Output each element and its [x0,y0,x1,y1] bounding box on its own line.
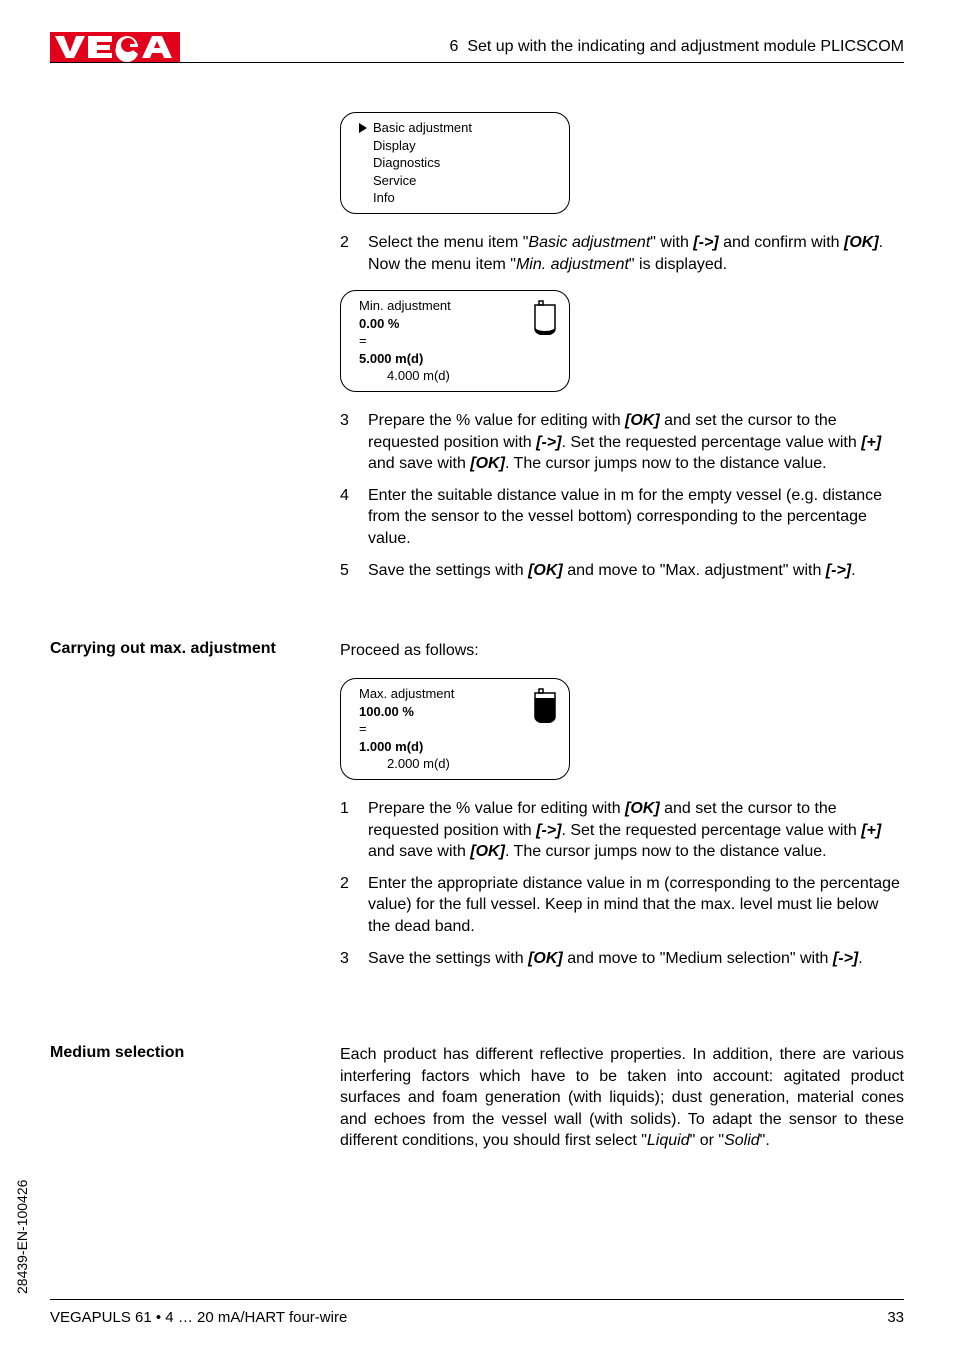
lcd-val-bold: 1.000 m(d) [359,738,555,756]
step-item: 3Save the settings with [OK] and move to… [340,948,904,970]
lcd-val-plain: 4.000 m(d) [359,367,555,385]
step-num: 5 [340,560,368,582]
label-max-adjustment: Carrying out max. adjustment [50,640,310,658]
lcd-menu-item: Display [359,137,555,155]
step-num: 2 [340,873,368,938]
medium-paragraph: Each product has different reflective pr… [340,1044,904,1152]
lcd-title: Min. adjustment [359,297,555,315]
lcd-menu-label: Basic adjustment [373,119,472,137]
step-item: 1Prepare the % value for editing with [O… [340,798,904,863]
step-text: Save the settings with [OK] and move to … [368,948,904,970]
lcd-menu-item: Diagnostics [359,154,555,172]
tank-empty-icon [533,299,557,340]
lcd-menu-label: Diagnostics [373,154,440,172]
step-2-list: 2 Select the menu item "Basic adjustment… [340,232,904,275]
header-rule [50,62,904,63]
step-text: Prepare the % value for editing with [OK… [368,798,904,863]
lcd-menu-label: Display [373,137,416,155]
lcd-menu-label: Info [373,189,395,207]
lcd-eq: = [359,332,555,350]
doc-id-vertical: 28439-EN-100426 [14,1180,30,1294]
lcd-menu-label: Service [373,172,416,190]
section-text: Set up with the indicating and adjustmen… [467,38,904,55]
lcd-max-box: Max. adjustment 100.00 % = 1.000 m(d) 2.… [340,678,570,780]
step-num: 3 [340,410,368,475]
lcd-val-plain: 2.000 m(d) [359,755,555,773]
step-text: Prepare the % value for editing with [OK… [368,410,904,475]
step-num: 1 [340,798,368,863]
proceed-text: Proceed as follows: [340,640,904,662]
lcd-min-box: Min. adjustment 0.00 % = 5.000 m(d) 4.00… [340,290,570,392]
step-num: 3 [340,948,368,970]
footer-left: VEGAPULS 61 • 4 … 20 mA/HART four-wire [50,1309,347,1326]
lcd-menu-box: Basic adjustmentDisplayDiagnosticsServic… [340,112,570,214]
lcd-val-bold: 5.000 m(d) [359,350,555,368]
footer-right: 33 [887,1309,904,1326]
lcd-eq: = [359,720,555,738]
step-item: 3Prepare the % value for editing with [O… [340,410,904,475]
steps-max: 1Prepare the % value for editing with [O… [340,798,904,969]
lcd-pct: 100.00 % [359,703,555,721]
header-title: 6 Set up with the indicating and adjustm… [450,38,904,56]
step-item: 5Save the settings with [OK] and move to… [340,560,904,582]
step-2: 2 Select the menu item "Basic adjustment… [340,232,904,275]
lcd-menu-item: Service [359,172,555,190]
section-number: 6 [450,38,459,55]
step-num: 4 [340,485,368,550]
step-item: 4Enter the suitable distance value in m … [340,485,904,550]
vega-logo [50,32,180,62]
step-text: Select the menu item "Basic adjustment" … [368,232,904,275]
lcd-title: Max. adjustment [359,685,555,703]
step-text: Enter the suitable distance value in m f… [368,485,904,550]
lcd-menu-item: Basic adjustment [359,119,555,137]
step-item: 2Enter the appropriate distance value in… [340,873,904,938]
step-text: Save the settings with [OK] and move to … [368,560,904,582]
footer-rule [50,1299,904,1300]
lcd-menu-item: Info [359,189,555,207]
tank-full-icon [533,687,557,728]
step-num: 2 [340,232,368,275]
steps-min: 3Prepare the % value for editing with [O… [340,410,904,581]
lcd-pct: 0.00 % [359,315,555,333]
selected-indicator-icon [359,123,367,133]
label-medium-selection: Medium selection [50,1044,310,1062]
step-text: Enter the appropriate distance value in … [368,873,904,938]
